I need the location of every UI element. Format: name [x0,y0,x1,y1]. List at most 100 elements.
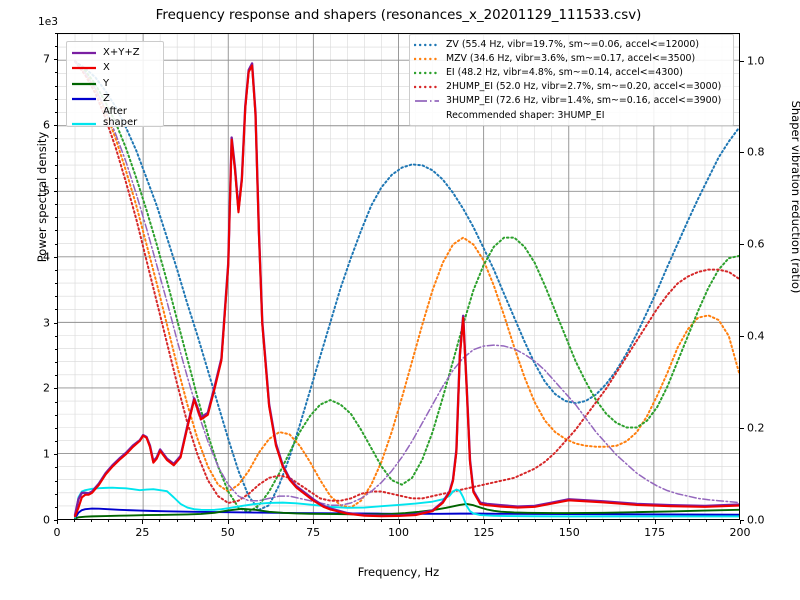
legend-swatch-solid [71,47,97,59]
legend-label: After shaper [103,106,138,128]
x-tick [57,520,58,524]
y-tick-minor [55,138,57,140]
y-tick-minor [55,151,57,153]
x-tick-minor [466,520,468,522]
legend-swatch-dotted [414,67,440,79]
legend-item-2hump-ei[interactable]: 2HUMP_EI (52.0 Hz, vibr=2.7%, sm~=0.20, … [414,80,728,94]
y-tick-minor [55,85,57,87]
x-tick-minor [125,520,127,522]
y-tick [53,59,57,61]
legend-item-3hump-ei[interactable]: 3HUMP_EI (72.6 Hz, vibr=1.4%, sm~=0.16, … [414,94,728,108]
x-tick-label: 75 [306,526,321,539]
y-tick-label: 4 [43,250,50,264]
y2-tick [740,520,744,521]
legend-item-y[interactable]: Y [71,76,158,92]
x-tick-label: 175 [644,526,666,539]
legend-item-mzv[interactable]: MZV (34.6 Hz, vibr=3.6%, sm~=0.17, accel… [414,52,728,66]
x-tick-label: 125 [473,526,495,539]
x-tick [313,520,315,524]
x-tick-label: 100 [388,526,409,539]
y-tick-minor [55,177,57,179]
x-tick-minor [671,520,673,522]
legend-label: Y [103,77,110,89]
y-tick-label: 0 [43,513,50,527]
y-tick-minor [55,375,57,377]
x-tick-minor [261,520,263,522]
y-tick-minor [55,111,57,113]
y2-tick [740,428,744,430]
y-tick [53,388,57,390]
x-tick-minor [705,520,707,522]
x-tick-label: 25 [135,526,150,539]
y-tick-minor [55,98,57,100]
x-tick-minor [159,520,161,522]
y2-tick-label: 0.4 [747,329,765,343]
x-tick [142,520,144,524]
y2-tick-label: 1.0 [747,54,765,68]
y2-tick-label: 0.2 [747,421,765,435]
x-tick [227,520,229,524]
x-tick-minor [586,520,588,522]
y-tick-minor [55,335,57,337]
legend-swatch-solid [71,78,97,90]
x-tick-minor [603,520,605,522]
y-axis-offset-label: 1e3 [38,16,58,28]
y-tick-minor [55,72,57,74]
x-tick-label: 50 [220,526,235,539]
y2-tick-label: 0.8 [747,145,765,159]
y-tick [53,454,57,456]
x-tick-minor [415,520,417,522]
x-tick-minor [688,520,690,522]
y-tick-minor [55,204,57,206]
y-tick-minor [55,309,57,311]
legend-item-z[interactable]: Z [71,92,158,108]
x-tick-minor [176,520,178,522]
y-tick-minor [55,348,57,350]
y-tick-minor [55,414,57,416]
x-tick-minor [637,520,639,522]
y-tick-minor [55,401,57,403]
legend-swatch-dashdot [414,95,440,107]
x-tick [398,520,400,524]
legend-item-x-y-z[interactable]: X+Y+Z [71,45,158,61]
y2-axis-label: Shaper vibration reduction (ratio) [789,100,800,294]
x-tick-minor [347,520,349,522]
y2-tick [740,152,744,154]
legend-item-after-shaper[interactable]: After shaper [71,106,158,128]
x-tick-minor [620,520,622,522]
legend-label: ZV (55.4 Hz, vibr=19.7%, sm~=0.06, accel… [446,39,699,51]
legend-swatch-dotted [414,39,440,51]
legend-swatch-dotted [414,81,440,93]
x-tick-minor [518,520,520,522]
y-tick-minor [55,441,57,443]
legend-item-zv[interactable]: ZV (55.4 Hz, vibr=19.7%, sm~=0.06, accel… [414,38,728,52]
y2-tick-label: 0.6 [747,237,765,251]
y-tick-minor [55,467,57,469]
y-tick-minor [55,217,57,219]
x-tick-minor [722,520,724,522]
x-tick-label: 200 [729,526,751,539]
chart-title: Frequency response and shapers (resonanc… [155,8,642,23]
y-tick-minor [55,296,57,298]
y-tick-label: 2 [43,381,50,395]
y-tick-label: 5 [43,184,50,198]
y-tick [53,322,57,324]
legend-shapers[interactable]: ZV (55.4 Hz, vibr=19.7%, sm~=0.06, accel… [409,34,734,126]
legend-label: 3HUMP_EI (72.6 Hz, vibr=1.4%, sm~=0.16, … [446,95,722,107]
y-tick-minor [55,427,57,429]
legend-label: Z [103,93,110,104]
x-tick [740,520,741,524]
y2-tick [740,60,744,62]
x-tick-label: 0 [53,526,61,539]
legend-item-ei[interactable]: EI (48.2 Hz, vibr=4.8%, sm~=0.14, accel<… [414,66,728,80]
legend-item-x[interactable]: X [71,61,158,77]
y-tick [53,520,57,521]
legend-axes[interactable]: X+Y+Z X Y Z After shaper [66,41,164,128]
legend-label: MZV (34.6 Hz, vibr=3.6%, sm~=0.17, accel… [446,53,696,65]
x-tick-minor [432,520,434,522]
y-tick-minor [55,33,57,34]
y-tick-minor [55,164,57,166]
x-tick-minor [296,520,298,522]
y-tick-minor [55,269,57,271]
x-tick [569,520,571,524]
